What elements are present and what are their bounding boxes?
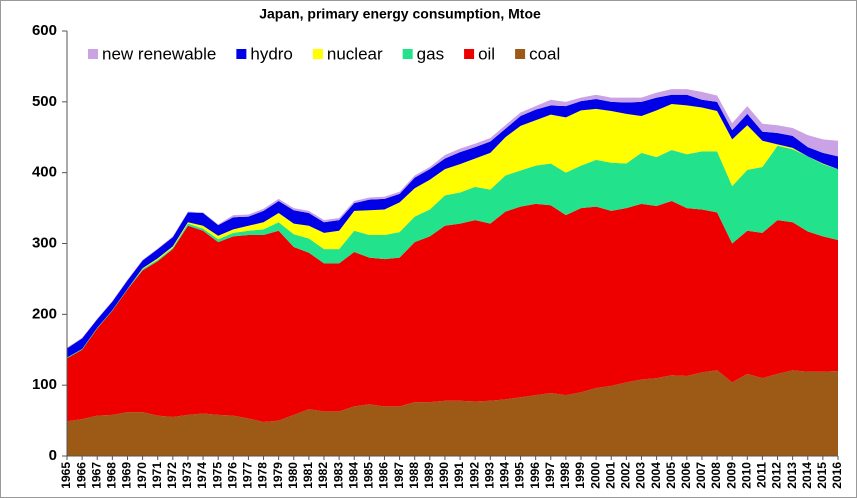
x-tick-label: 2008	[709, 462, 723, 489]
x-tick-label: 1981	[301, 462, 315, 489]
x-tick-label: 1999	[573, 462, 587, 489]
x-tick-label: 1972	[165, 462, 179, 489]
x-tick-label: 1992	[467, 462, 481, 489]
x-tick-label: 1973	[180, 462, 194, 489]
legend-swatch	[312, 49, 323, 59]
area	[67, 94, 838, 358]
x-tick-label: 2004	[649, 462, 663, 489]
y-tick-label: 300	[32, 234, 57, 251]
x-tick-label: 1988	[407, 462, 421, 489]
legend-label: gas	[417, 44, 444, 63]
x-tick-label: 2014	[800, 462, 814, 489]
x-tick-label: 1975	[210, 462, 224, 489]
x-tick-label: 2010	[739, 462, 753, 489]
y-tick-label: 400	[32, 164, 57, 181]
x-tick-label: 1978	[256, 462, 270, 489]
x-tick-label: 1984	[346, 462, 360, 489]
y-tick-label: 500	[32, 93, 57, 110]
x-tick-label: 1980	[286, 462, 300, 489]
area	[67, 201, 838, 422]
legend-label: nuclear	[327, 44, 383, 63]
legend-swatch	[402, 49, 413, 59]
legend-label: new renewable	[102, 44, 216, 63]
x-tick-label: 1970	[135, 462, 149, 489]
legend-swatch	[464, 49, 475, 59]
x-tick-label: 2001	[603, 462, 617, 489]
x-tick-label: 1985	[362, 462, 376, 489]
x-tick-label: 1994	[498, 462, 512, 489]
x-tick-label: 2007	[694, 462, 708, 489]
y-tick-label: 600	[32, 22, 57, 39]
legend-label: hydro	[250, 44, 293, 63]
legend-label: oil	[478, 44, 495, 63]
x-tick-label: 1966	[74, 462, 88, 489]
y-tick-label: 100	[32, 376, 57, 393]
legend: new renewable hydro nuclear gas oil coal	[88, 44, 560, 63]
x-tick-label: 1971	[150, 462, 164, 489]
x-tick-label: 2011	[755, 462, 769, 488]
x-tick-label: 2013	[785, 462, 799, 489]
x-tick-label: 1998	[558, 462, 572, 489]
x-tick-label: 1990	[437, 462, 451, 489]
x-tick-label: 2005	[664, 462, 678, 489]
x-tick-label: 1969	[120, 462, 134, 489]
x-tick-label: 1968	[105, 462, 119, 489]
x-tick-label: 2015	[815, 462, 829, 489]
x-tick-label: 1986	[377, 462, 391, 489]
legend-swatch	[515, 49, 526, 59]
x-tick-label: 1967	[89, 462, 103, 489]
x-tick-label: 1977	[241, 462, 255, 489]
x-tick-label: 2006	[679, 462, 693, 489]
x-tick-label: 1989	[422, 462, 436, 489]
legend-swatch	[88, 49, 98, 59]
x-tick-label: 1974	[195, 462, 209, 489]
x-tick-label: 2016	[830, 462, 844, 489]
x-tick-label: 1965	[59, 462, 73, 489]
x-tick-label: 1983	[331, 462, 345, 489]
x-tick-label: 1997	[543, 462, 557, 489]
x-tick-label: 1979	[271, 462, 285, 489]
x-tick-label: 2002	[619, 462, 633, 489]
x-tick-label: 1993	[482, 462, 496, 489]
legend-label: coal	[529, 44, 560, 63]
x-tick-label: 1982	[316, 462, 330, 489]
x-tick-label: 2009	[724, 462, 738, 489]
x-tick-label: 2012	[770, 462, 784, 489]
x-tick-label: 1995	[513, 462, 527, 489]
legend-swatch	[236, 49, 247, 59]
y-tick-label: 200	[32, 305, 57, 322]
x-tick-label: 2003	[634, 462, 648, 489]
y-tick-label: 0	[49, 447, 57, 464]
chart-title: Japan, primary energy consumption, Mtoe	[259, 6, 541, 22]
x-tick-label: 2000	[588, 462, 602, 489]
area	[67, 370, 838, 456]
area	[67, 145, 838, 359]
x-tick-label: 1991	[452, 462, 466, 489]
x-tick-label: 1987	[392, 462, 406, 489]
x-tick-label: 1976	[225, 462, 239, 489]
x-tick-label: 1996	[528, 462, 542, 489]
